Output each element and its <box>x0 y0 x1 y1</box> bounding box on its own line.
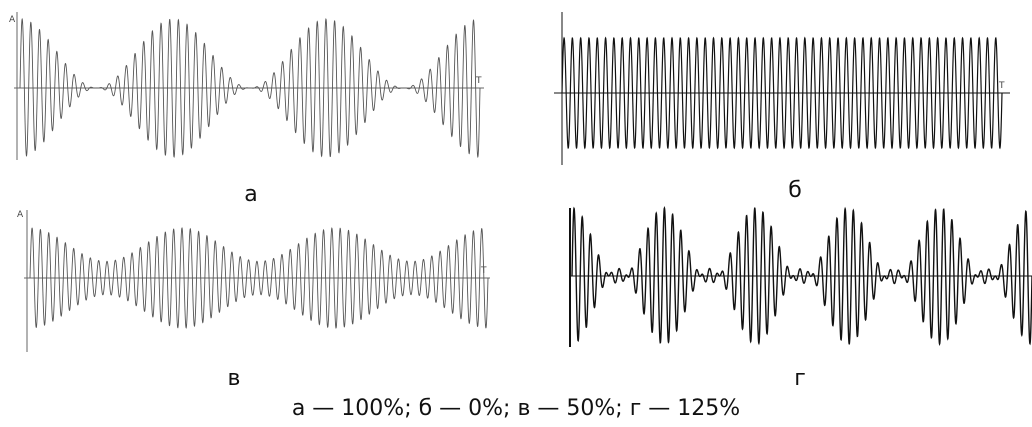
modulated-wave-a <box>19 17 481 159</box>
x-axis-label: T <box>998 81 1005 91</box>
legend-caption: а — 100%; б — 0%; в — 50%; г — 125% <box>291 396 741 421</box>
y-axis-label: A <box>17 210 24 220</box>
chart-panel-v: A T <box>17 210 490 352</box>
panel-label-b: б <box>788 178 802 203</box>
panel-label-g: г <box>794 366 806 391</box>
modulated-wave-v <box>29 227 489 329</box>
modulated-wave-g <box>571 206 1032 346</box>
modulated-wave-b <box>561 36 1003 150</box>
panel-label-a: а <box>244 182 258 207</box>
panel-label-v: в <box>227 366 241 391</box>
chart-panel-a: A T <box>9 12 484 160</box>
chart-panel-b: T <box>554 12 1010 165</box>
chart-panel-g <box>569 206 1032 347</box>
y-axis-label: A <box>9 15 16 25</box>
x-axis-label: T <box>475 76 482 86</box>
